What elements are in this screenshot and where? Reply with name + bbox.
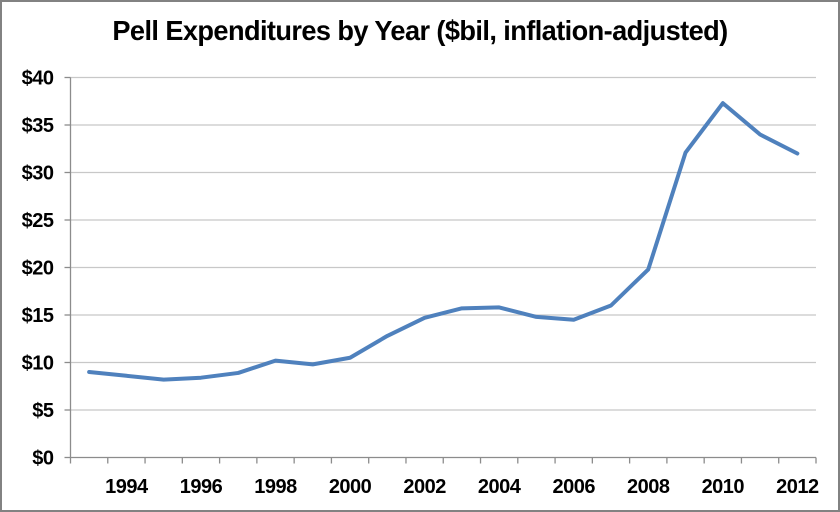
y-axis-tick-label: $30 (22, 163, 54, 185)
x-axis-tick-label: 2004 (478, 476, 522, 498)
y-axis-tick-label: $20 (22, 258, 54, 280)
x-axis-tick-label: 1994 (105, 476, 149, 498)
x-axis-tick-label: 2010 (702, 476, 745, 498)
x-axis-tick-label: 1998 (254, 476, 297, 498)
y-axis-tick-label: $40 (22, 68, 54, 90)
series-line-pell-expenditures (87, 101, 800, 382)
y-axis-tick-label: $5 (32, 400, 54, 422)
x-axis-tick-label: 1996 (180, 476, 223, 498)
x-axis-tick-label: 2002 (403, 476, 446, 498)
y-axis-tick-label: $0 (32, 448, 54, 470)
y-axis-tick-label: $35 (22, 115, 54, 137)
y-axis-tick-label: $15 (22, 305, 54, 327)
x-axis-tick-label: 2012 (776, 476, 819, 498)
x-axis-tick-label: 2008 (627, 476, 670, 498)
x-axis-tick-label: 2006 (552, 476, 595, 498)
y-axis-tick-label: $10 (22, 353, 54, 375)
x-axis-tick-label: 2000 (329, 476, 372, 498)
y-axis-tick-label: $25 (22, 210, 54, 232)
chart-title: Pell Expenditures by Year ($bil, inflati… (112, 15, 728, 46)
